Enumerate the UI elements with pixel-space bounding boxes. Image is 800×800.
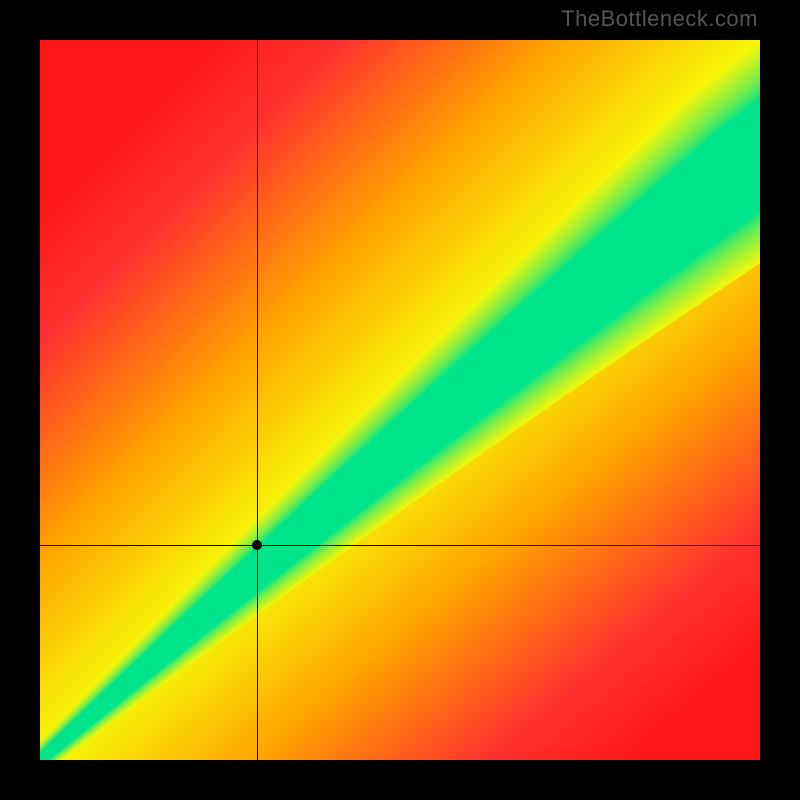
crosshair-vertical bbox=[257, 40, 258, 760]
heatmap-canvas bbox=[40, 40, 760, 760]
crosshair-point bbox=[252, 540, 262, 550]
crosshair-horizontal bbox=[40, 545, 760, 546]
heatmap-plot bbox=[40, 40, 760, 760]
watermark-text: TheBottleneck.com bbox=[561, 6, 758, 32]
